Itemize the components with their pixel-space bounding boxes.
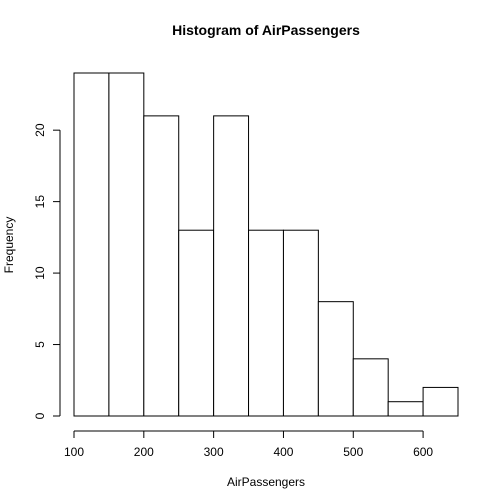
x-axis: 100 200 300 400 500 600 <box>64 430 433 459</box>
histogram-bar-4 <box>178 229 215 417</box>
x-axis-label: AirPassengers <box>227 475 305 489</box>
histogram-bar-8 <box>317 301 354 417</box>
histogram-bar-2 <box>108 72 145 417</box>
x-tick-label-3: 300 <box>204 445 224 459</box>
x-tick-label-2: 200 <box>134 445 154 459</box>
y-tick-label-5: 20 <box>33 123 47 137</box>
histogram-bars <box>73 72 459 417</box>
histogram-bar-5 <box>213 115 250 417</box>
histogram-bar-11 <box>422 386 459 417</box>
histogram-bar-9 <box>352 358 389 417</box>
x-tick-label-6: 600 <box>413 445 433 459</box>
histogram-bar-7 <box>282 229 319 417</box>
histogram-bar-3 <box>143 115 180 417</box>
y-tick-label-4: 15 <box>33 195 47 209</box>
y-tick-label-2: 5 <box>33 341 47 348</box>
histogram-bar-1 <box>73 72 110 417</box>
x-tick-label-1: 100 <box>64 445 84 459</box>
x-tick-label-4: 400 <box>273 445 293 459</box>
y-tick-label-3: 10 <box>33 266 47 280</box>
histogram-bar-10 <box>387 401 424 417</box>
chart-title: Histogram of AirPassengers <box>172 22 360 38</box>
histogram-bar-6 <box>248 229 284 417</box>
y-axis-label: Frequency <box>2 217 16 274</box>
x-tick-label-5: 500 <box>343 445 363 459</box>
y-axis: 0 5 10 15 20 <box>33 123 61 419</box>
y-tick-label-1: 0 <box>33 412 47 419</box>
